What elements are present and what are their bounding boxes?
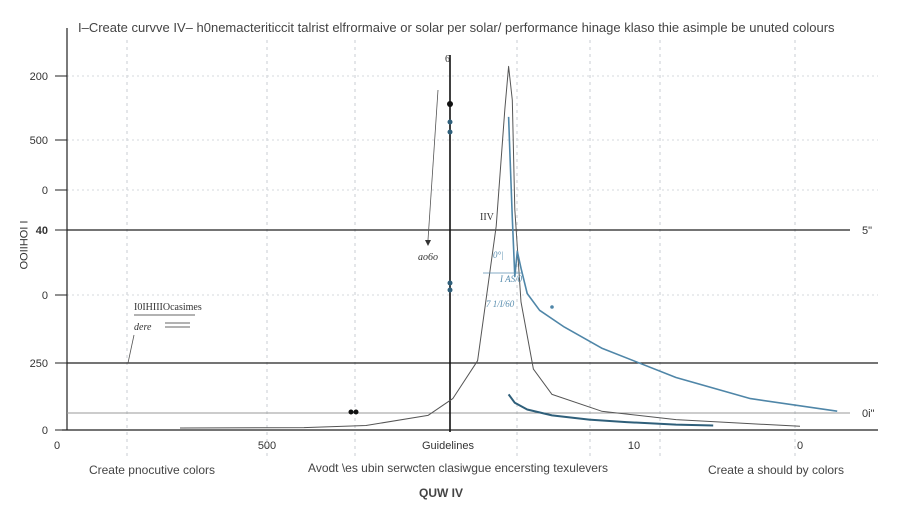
marker-dot bbox=[447, 287, 453, 293]
arrow-label: ao6o bbox=[418, 252, 438, 263]
vertical-grid bbox=[126, 40, 796, 460]
arrow-head bbox=[425, 240, 431, 246]
marker-dot bbox=[447, 280, 453, 286]
x-tick-label: 500 bbox=[258, 440, 276, 452]
x-tick-label: 10 bbox=[628, 440, 640, 452]
marker-dot bbox=[447, 119, 453, 125]
series-line-2 bbox=[507, 116, 838, 412]
blue-label: I AS/0 bbox=[499, 274, 523, 284]
series-group bbox=[179, 65, 838, 429]
y-tick-label: 250 bbox=[30, 358, 48, 370]
y-tick-label: 200 bbox=[30, 71, 48, 83]
y-tick-label: 0 bbox=[42, 185, 48, 197]
marker-dot bbox=[447, 101, 453, 107]
x-tick-label: 0 bbox=[797, 440, 803, 452]
marker-dot bbox=[447, 129, 453, 135]
marker-dot bbox=[353, 409, 359, 415]
caption-bottom: QUW IV bbox=[419, 486, 463, 500]
top-label: 6 bbox=[445, 54, 450, 65]
caption-center: Avodt \es ubin serwcten clasiwgue encers… bbox=[308, 461, 608, 475]
y-axis-label: I IOHIIOO bbox=[17, 221, 29, 270]
x-tick-label: Guidelines bbox=[422, 440, 474, 452]
y-tick-label: 40 bbox=[36, 225, 48, 237]
right-label: 5" bbox=[862, 225, 872, 237]
y-tick-label: 500 bbox=[30, 135, 48, 147]
series-line-3 bbox=[507, 393, 714, 427]
blue-label: 7 1/I/60 bbox=[486, 299, 515, 309]
caption-right: Create a should by colors bbox=[708, 463, 844, 477]
marker-dot bbox=[550, 305, 554, 309]
y-tick-label: 0 bbox=[42, 425, 48, 437]
y-tick-label: 0 bbox=[42, 290, 48, 302]
horizontal-grid bbox=[67, 75, 878, 296]
x-tick-label: 0 bbox=[54, 440, 60, 452]
legend-leader bbox=[127, 334, 135, 364]
marker-dot bbox=[348, 409, 354, 415]
series-line-1 bbox=[179, 65, 801, 429]
legend-annotation-line2: dere bbox=[134, 322, 152, 333]
right-label: 0i" bbox=[862, 408, 875, 420]
annotation-arrow bbox=[427, 89, 439, 241]
legend-annotation-line1: I0IHIIIOcasimes bbox=[134, 302, 202, 313]
chart-title: I–Create curvve IV– h0nemacteriticcit ta… bbox=[78, 20, 835, 35]
blue-label: 0°| bbox=[493, 250, 504, 260]
y-tick-marks bbox=[55, 75, 67, 431]
caption-left: Create pnocutive colors bbox=[89, 463, 215, 477]
peak-label: IIV bbox=[480, 212, 495, 223]
